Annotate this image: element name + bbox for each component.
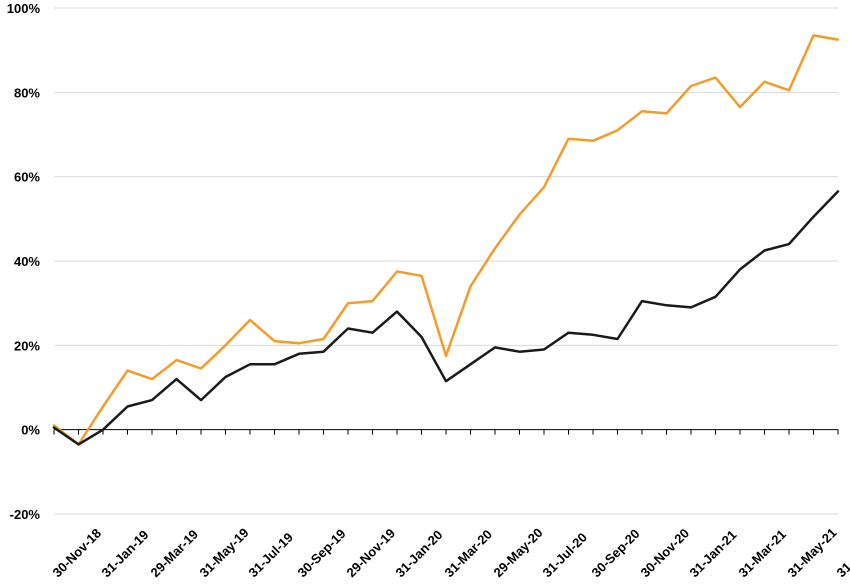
y-tick-label: 20% (14, 338, 40, 353)
y-tick-label: 60% (14, 170, 40, 185)
series-line-orange (52, 34, 840, 446)
x-tick-label: 31-Jan-19 (99, 527, 152, 580)
x-axis (53, 429, 839, 435)
x-axis-tick-labels: 30-Nov-1831-Jan-1929-Mar-1931-May-1931-J… (50, 525, 850, 580)
y-tick-label: 40% (14, 254, 40, 269)
y-axis-tick-labels: -20% 0% 20% 40% 60% 80% 100% (7, 1, 41, 522)
x-tick-label: 31-Jan-21 (687, 527, 740, 580)
x-tick-label: 31-Mar-20 (442, 527, 496, 581)
x-tick-label: 30-Sep-20 (589, 526, 643, 580)
y-tick-label: 80% (14, 85, 40, 100)
x-tick-label: 29-Nov-19 (344, 526, 399, 581)
x-tick-label: 31-Mar-21 (736, 527, 790, 581)
x-tick-label: 31-Jul-19 (246, 530, 296, 580)
x-tick-label: 31-Jan-20 (393, 527, 446, 580)
x-tick-label: 31-May-19 (197, 525, 252, 580)
x-tick-label: 30-Nov-18 (50, 526, 105, 581)
y-tick-label: 100% (7, 1, 41, 16)
x-tick-label: 29-May-20 (491, 525, 546, 580)
gridlines (54, 7, 838, 515)
x-tick-label: 30-Nov-20 (638, 526, 693, 581)
x-tick-label: 31-May-21 (785, 525, 840, 580)
y-tick-label: 0% (21, 423, 40, 438)
x-tick-label: 31-Jul-20 (540, 530, 590, 580)
x-tick-label: 30-Sep-19 (295, 526, 349, 580)
series-line-black (52, 190, 840, 446)
x-tick-label: 29-Mar-19 (148, 527, 202, 581)
y-tick-label: -20% (10, 507, 41, 522)
series-lines (52, 34, 840, 446)
